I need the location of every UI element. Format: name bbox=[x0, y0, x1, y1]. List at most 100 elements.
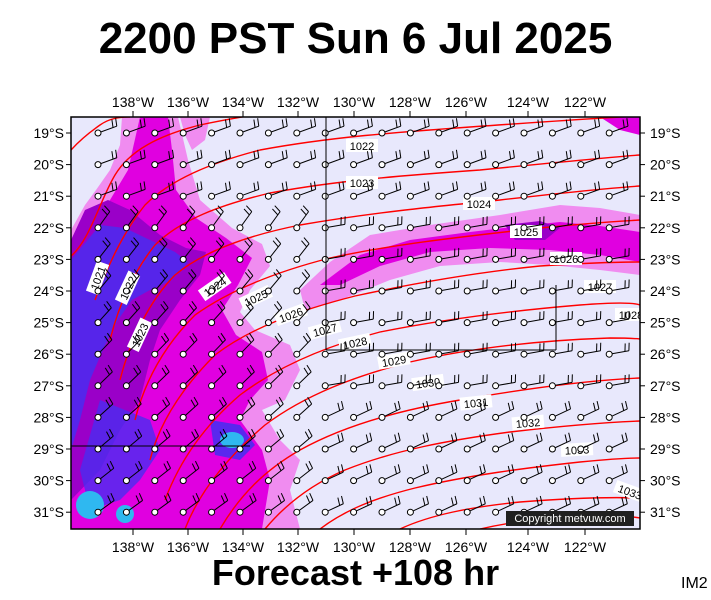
wind-barb bbox=[605, 149, 629, 169]
wind-barb bbox=[492, 401, 515, 421]
wind-barb bbox=[94, 492, 115, 516]
wind-barb bbox=[463, 216, 488, 232]
wind-barb bbox=[151, 428, 171, 453]
wind-barb bbox=[321, 311, 346, 327]
longitude-labels-bottom: 138°W 136°W 134°W 132°W 130°W 128°W 126°W 124°W… bbox=[112, 529, 607, 555]
wind-barb bbox=[321, 432, 344, 453]
wind-barb bbox=[264, 428, 285, 453]
wind-barb bbox=[350, 216, 375, 232]
wind-barb bbox=[151, 118, 175, 137]
wind-barb bbox=[208, 332, 226, 358]
wind-barb bbox=[548, 216, 573, 232]
wind-barb bbox=[378, 216, 403, 232]
wind-barb bbox=[548, 374, 573, 390]
wind-barb bbox=[122, 396, 142, 421]
wind-barb bbox=[179, 460, 200, 485]
wind-barb bbox=[151, 205, 167, 232]
wind-barb bbox=[208, 396, 227, 421]
wind-barb bbox=[122, 181, 146, 200]
wind-barb bbox=[122, 460, 143, 485]
wind-barb bbox=[548, 118, 572, 137]
isobar-label: 1032 bbox=[515, 417, 540, 431]
wind-barb bbox=[463, 311, 488, 327]
latitude-label: 27°S bbox=[33, 378, 64, 394]
wind-barb bbox=[264, 460, 285, 485]
wind-barb bbox=[122, 300, 141, 327]
wind-barb bbox=[605, 464, 628, 485]
wind-barb bbox=[492, 374, 517, 390]
latitude-label: 29°S bbox=[33, 441, 64, 457]
wind-barb bbox=[605, 279, 630, 295]
wind-barb bbox=[151, 460, 172, 485]
wind-barb bbox=[179, 149, 203, 169]
wind-barb bbox=[577, 342, 602, 358]
wind-barb bbox=[406, 149, 430, 169]
wind-barb bbox=[122, 492, 144, 516]
wind-barb bbox=[406, 216, 431, 232]
wind-barb bbox=[378, 247, 403, 263]
latitude-label: 19°S bbox=[650, 125, 681, 141]
wind-barb bbox=[463, 374, 488, 390]
wind-barb bbox=[236, 396, 256, 421]
latitude-label: 20°S bbox=[650, 157, 681, 173]
wind-barb bbox=[577, 181, 601, 200]
wind-barb bbox=[94, 428, 114, 453]
longitude-label: 122°W bbox=[564, 94, 607, 110]
wind-barb bbox=[264, 149, 288, 169]
wind-barb bbox=[236, 237, 253, 263]
wind-barb bbox=[264, 118, 288, 137]
wind-barb bbox=[208, 460, 228, 485]
wind-barb bbox=[463, 149, 487, 169]
wind-barb bbox=[577, 432, 600, 453]
wind-barb bbox=[321, 401, 344, 421]
forecast-label: Forecast +108 hr bbox=[211, 552, 500, 593]
wind-barb bbox=[94, 118, 118, 137]
wind-barb bbox=[520, 216, 545, 232]
wind-barb bbox=[151, 332, 170, 358]
wind-barb bbox=[151, 149, 175, 169]
wind-barb bbox=[122, 269, 140, 295]
latitude-label: 26°S bbox=[33, 346, 64, 362]
latitude-label: 24°S bbox=[33, 283, 64, 299]
wind-barb bbox=[122, 118, 146, 137]
wind-barb bbox=[350, 374, 375, 390]
wind-barb bbox=[520, 311, 545, 327]
wind-barb bbox=[548, 279, 573, 295]
wind-barb bbox=[463, 118, 487, 137]
wind-barb bbox=[122, 237, 140, 263]
wind-barb bbox=[264, 332, 283, 358]
wind-barb bbox=[577, 279, 602, 295]
wind-barb bbox=[321, 495, 344, 516]
wind-barb bbox=[406, 311, 431, 327]
wind-barb bbox=[179, 237, 196, 263]
isobar-label: 1028 bbox=[342, 336, 368, 353]
wind-barb bbox=[435, 311, 460, 327]
latitude-labels-left: 19°S 20°S 21°S 22°S 23°S 24°S 25°S 26°S 27°S 28°S… bbox=[33, 125, 71, 520]
wind-barb bbox=[208, 300, 226, 327]
latitude-label: 28°S bbox=[33, 409, 64, 425]
wind-barb bbox=[151, 396, 171, 421]
wind-barb bbox=[520, 374, 545, 390]
latitude-label: 30°S bbox=[33, 473, 64, 489]
wind-barb bbox=[179, 300, 197, 327]
wind-barb bbox=[605, 216, 630, 232]
wind-barb bbox=[264, 492, 286, 516]
latitude-label: 24°S bbox=[650, 283, 681, 299]
wind-barbs bbox=[94, 118, 630, 516]
wind-barb bbox=[293, 269, 311, 295]
wind-barb bbox=[577, 118, 601, 137]
wind-barb bbox=[435, 432, 458, 453]
wind-barb bbox=[492, 495, 515, 516]
wind-barb bbox=[350, 181, 373, 200]
wind-barb bbox=[406, 374, 431, 390]
isobar-label: 1026 bbox=[554, 254, 578, 266]
wind-barb bbox=[293, 428, 313, 453]
wind-barb bbox=[577, 149, 601, 169]
wind-barb bbox=[577, 401, 600, 421]
wind-barb bbox=[520, 279, 545, 295]
wind-barb bbox=[435, 374, 460, 390]
wind-barb bbox=[520, 401, 543, 421]
wind-barb bbox=[577, 374, 602, 390]
wind-barb bbox=[548, 401, 572, 421]
isobar-label: 1024 bbox=[467, 199, 491, 211]
